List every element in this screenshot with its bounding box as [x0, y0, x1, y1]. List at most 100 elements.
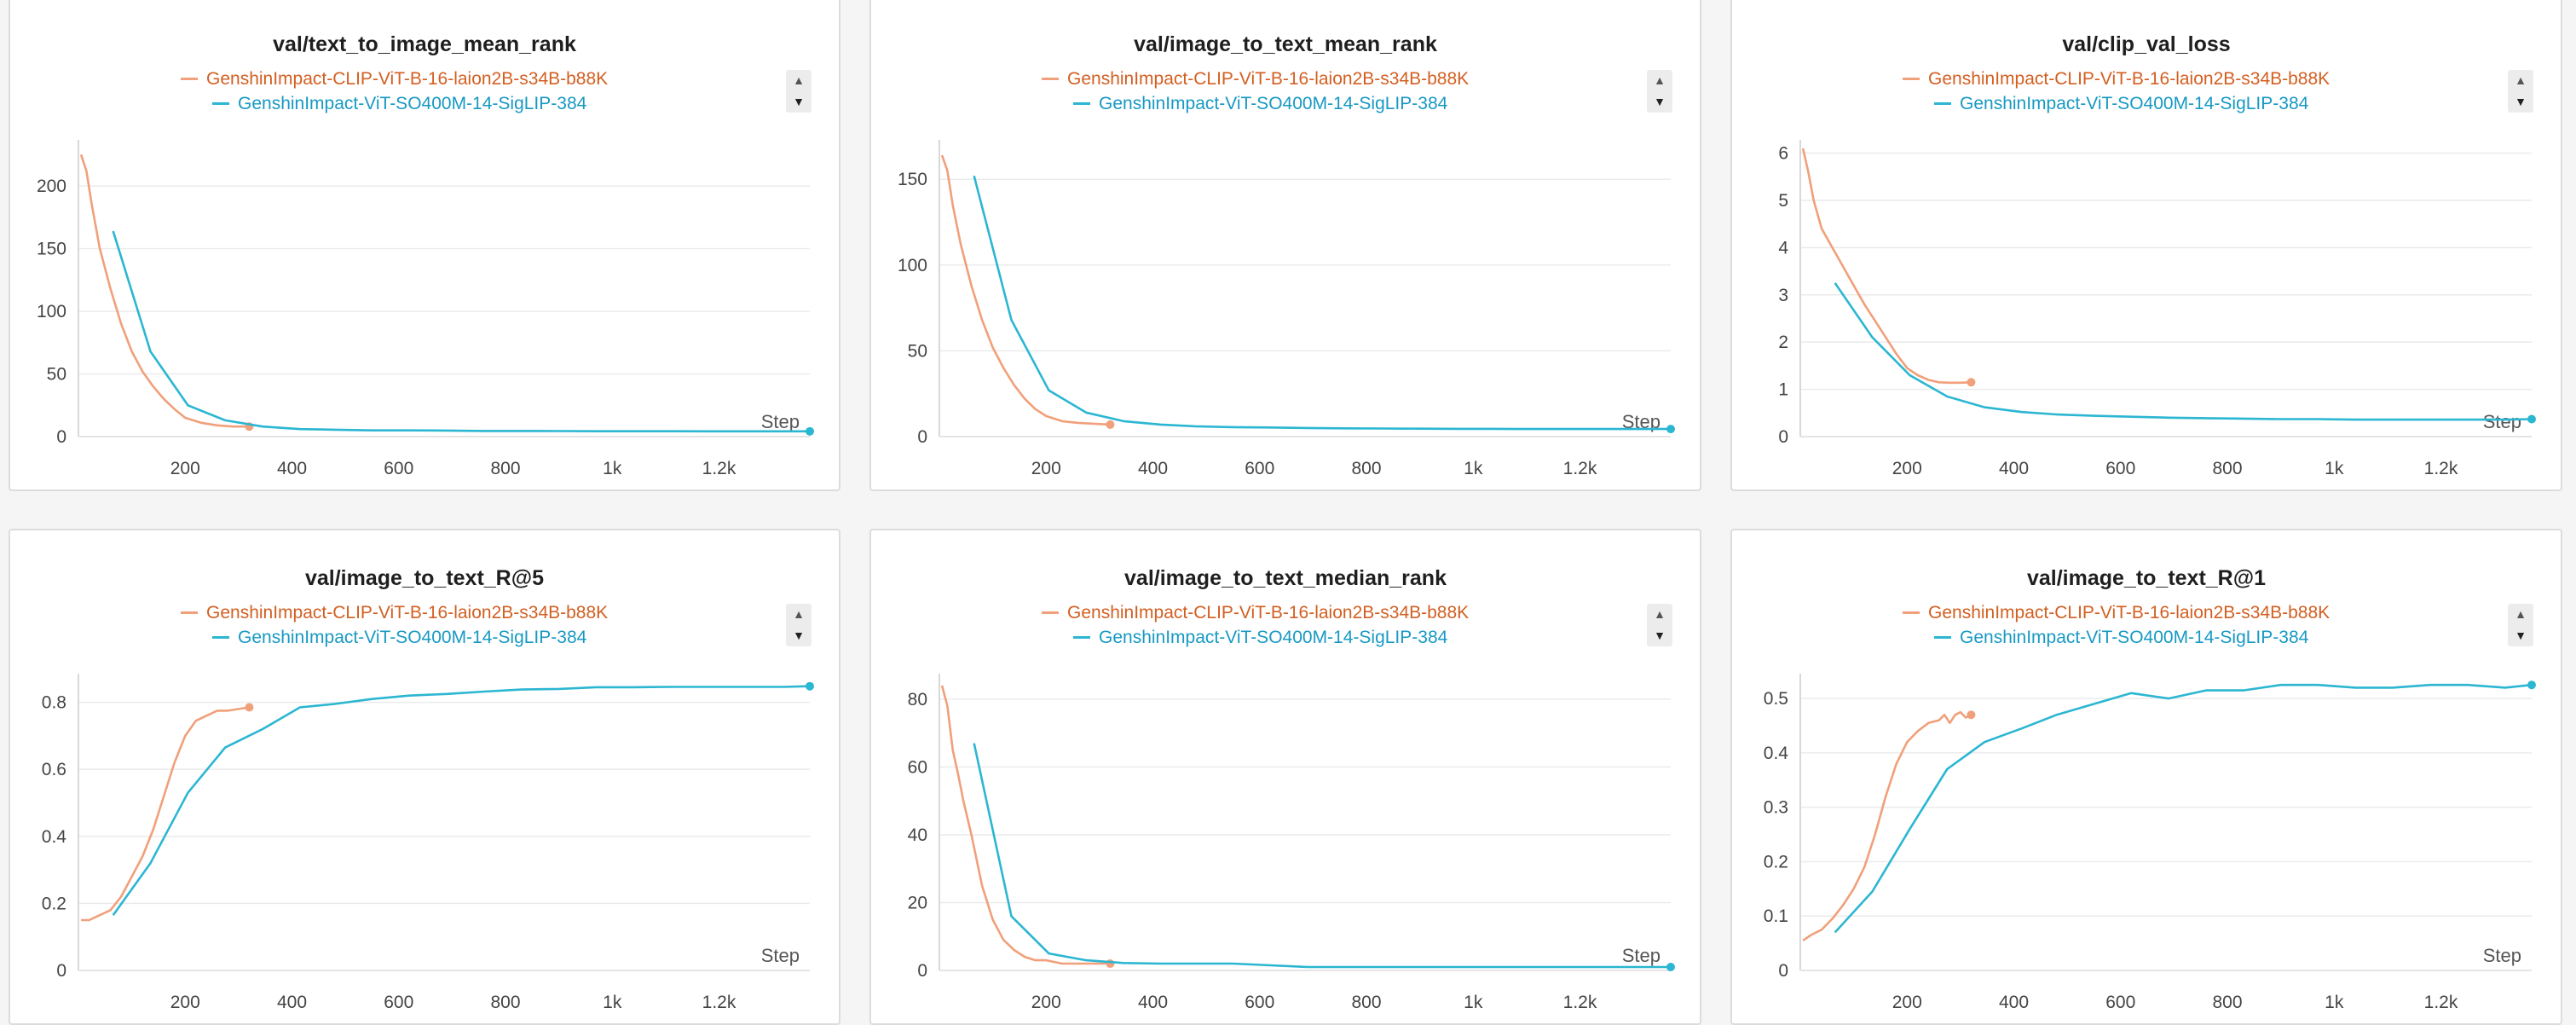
caret-up-icon[interactable]: ▲ [2515, 607, 2527, 621]
caret-down-icon[interactable]: ▼ [2515, 628, 2527, 642]
series-line-teal [973, 743, 1671, 969]
chart-title: val/image_to_text_median_rank [1124, 566, 1447, 590]
legend-item-clip[interactable]: GenshinImpact-CLIP-ViT-B-16-laion2B-s34B… [181, 600, 692, 625]
legend-scroll[interactable]: ▲ ▼ [1647, 70, 1672, 113]
legend-swatch-teal [212, 102, 229, 105]
caret-down-icon[interactable]: ▼ [1654, 95, 1666, 108]
x-tick-label: 400 [1999, 993, 2029, 1012]
legend-item-clip[interactable]: GenshinImpact-CLIP-ViT-B-16-laion2B-s34B… [181, 67, 692, 91]
x-tick-label: 200 [170, 993, 200, 1012]
caret-down-icon[interactable]: ▼ [1654, 628, 1666, 642]
chart-legend: GenshinImpact-CLIP-ViT-B-16-laion2B-s34B… [181, 67, 692, 116]
x-tick-label: 600 [384, 459, 413, 478]
caret-up-icon[interactable]: ▲ [793, 607, 805, 621]
y-tick-label: 20 [908, 893, 927, 912]
chart-title: val/text_to_image_mean_rank [273, 32, 576, 56]
legend-label: GenshinImpact-ViT-SO400M-14-SigLIP-384 [1960, 93, 2309, 113]
caret-up-icon[interactable]: ▲ [2515, 73, 2527, 87]
y-tick-label: 200 [37, 177, 66, 196]
chart-panel: 0 0.1 0.2 0.3 0.4 0.5 200 400 600 800 1k 1.2k Step v… [1730, 529, 2562, 1025]
legend-item-clip[interactable]: GenshinImpact-CLIP-ViT-B-16-laion2B-s34B… [1903, 600, 2414, 625]
x-tick-label: 400 [277, 459, 307, 478]
legend-scroll[interactable]: ▲ ▼ [786, 604, 811, 646]
series-endpoint-teal [2527, 414, 2536, 424]
y-tick-label: 150 [37, 240, 66, 259]
legend-scroll[interactable]: ▲ ▼ [786, 70, 811, 113]
y-tick-label: 50 [908, 341, 927, 361]
legend-scroll[interactable]: ▲ ▼ [1647, 604, 1672, 646]
x-tick-label: 800 [1351, 459, 1381, 478]
caret-down-icon[interactable]: ▼ [793, 628, 805, 642]
chart-svg: 0 0.1 0.2 0.3 0.4 0.5 200 400 600 800 1k 1.2k Step [1764, 674, 2536, 1012]
y-tick-label: 0 [917, 961, 927, 981]
caret-up-icon[interactable]: ▲ [1654, 607, 1666, 621]
x-tick-label: 400 [1138, 459, 1168, 478]
x-tick-label: 400 [277, 993, 307, 1012]
legend-item-siglip[interactable]: GenshinImpact-ViT-SO400M-14-SigLIP-384 [1903, 625, 2414, 650]
y-tick-label: 0.4 [42, 827, 67, 847]
series-endpoint-teal [1666, 425, 1675, 434]
chart-svg: 0 50 100 150 200 200 400 600 800 1k 1.2k Step [37, 140, 814, 478]
legend-swatch-orange [1042, 78, 1059, 80]
legend-item-siglip[interactable]: GenshinImpact-ViT-SO400M-14-SigLIP-384 [1042, 91, 1553, 116]
x-tick-label: 200 [1892, 459, 1922, 478]
chart-svg: 0 20 40 60 80 200 400 600 800 1k 1.2k Step [908, 674, 1675, 1012]
legend-swatch-teal [1934, 636, 1951, 639]
series-line-orange [1801, 148, 1972, 385]
x-tick-label: 1.2k [1563, 993, 1597, 1012]
chart-panel: 0 0.2 0.4 0.6 0.8 200 400 600 800 1k 1.2k Step val/… [9, 529, 840, 1025]
y-tick-label: 80 [908, 690, 927, 709]
y-tick-label: 0 [1778, 961, 1788, 981]
legend-label: GenshinImpact-CLIP-ViT-B-16-laion2B-s34B… [206, 602, 609, 623]
caret-up-icon[interactable]: ▲ [1654, 73, 1666, 87]
legend-scroll[interactable]: ▲ ▼ [2508, 604, 2533, 646]
legend-item-clip[interactable]: GenshinImpact-CLIP-ViT-B-16-laion2B-s34B… [1903, 67, 2414, 91]
legend-label: GenshinImpact-CLIP-ViT-B-16-laion2B-s34B… [1928, 68, 2331, 89]
y-tick-label: 40 [908, 825, 927, 845]
x-tick-label: 1k [603, 459, 622, 478]
x-tick-label: 200 [170, 459, 200, 478]
series-line-orange [79, 153, 250, 428]
series-line-teal [1834, 683, 2533, 934]
x-tick-label: 600 [384, 993, 413, 1012]
y-tick-label: 6 [1778, 144, 1788, 164]
legend-item-clip[interactable]: GenshinImpact-CLIP-ViT-B-16-laion2B-s34B… [1042, 600, 1553, 625]
x-tick-label: 400 [1999, 459, 2029, 478]
x-tick-label: 600 [2105, 993, 2135, 1012]
chart-svg: 0 1 2 3 4 5 6 200 400 600 800 1k 1.2k Step [1778, 140, 2536, 478]
x-tick-label: 1.2k [702, 993, 736, 1012]
chart-title: val/clip_val_loss [2062, 32, 2231, 56]
legend-item-clip[interactable]: GenshinImpact-CLIP-ViT-B-16-laion2B-s34B… [1042, 67, 1553, 91]
legend-item-siglip[interactable]: GenshinImpact-ViT-SO400M-14-SigLIP-384 [1042, 625, 1553, 650]
x-tick-label: 800 [2212, 993, 2242, 1012]
legend-scroll[interactable]: ▲ ▼ [2508, 70, 2533, 113]
caret-down-icon[interactable]: ▼ [2515, 95, 2527, 108]
series-endpoint-orange [1967, 378, 1976, 387]
x-tick-label: 200 [1031, 993, 1061, 1012]
x-axis-label: Step [2483, 411, 2521, 432]
legend-item-siglip[interactable]: GenshinImpact-ViT-SO400M-14-SigLIP-384 [181, 625, 692, 650]
caret-up-icon[interactable]: ▲ [793, 73, 805, 87]
x-tick-label: 1k [1464, 459, 1483, 478]
x-tick-label: 1k [2325, 459, 2344, 478]
caret-down-icon[interactable]: ▼ [793, 95, 805, 108]
legend-item-siglip[interactable]: GenshinImpact-ViT-SO400M-14-SigLIP-384 [1903, 91, 2414, 116]
legend-item-siglip[interactable]: GenshinImpact-ViT-SO400M-14-SigLIP-384 [181, 91, 692, 116]
y-tick-label: 100 [898, 256, 927, 275]
x-tick-label: 800 [490, 459, 520, 478]
legend-swatch-teal [212, 636, 229, 639]
chart-legend: GenshinImpact-CLIP-ViT-B-16-laion2B-s34B… [1042, 600, 1553, 650]
y-tick-label: 0.6 [42, 760, 66, 779]
x-tick-label: 600 [1245, 993, 1274, 1012]
series-endpoint-teal [806, 426, 814, 436]
series-line-teal [112, 685, 811, 916]
y-tick-label: 2 [1778, 333, 1788, 352]
y-tick-label: 4 [1778, 238, 1788, 258]
y-tick-label: 3 [1778, 286, 1788, 305]
legend-swatch-teal [1934, 102, 1951, 105]
x-axis-label: Step [761, 411, 800, 432]
legend-label: GenshinImpact-CLIP-ViT-B-16-laion2B-s34B… [206, 68, 609, 89]
x-tick-label: 1.2k [2424, 993, 2458, 1012]
chart-svg: 0 0.2 0.4 0.6 0.8 200 400 600 800 1k 1.2k Step [42, 674, 814, 1012]
